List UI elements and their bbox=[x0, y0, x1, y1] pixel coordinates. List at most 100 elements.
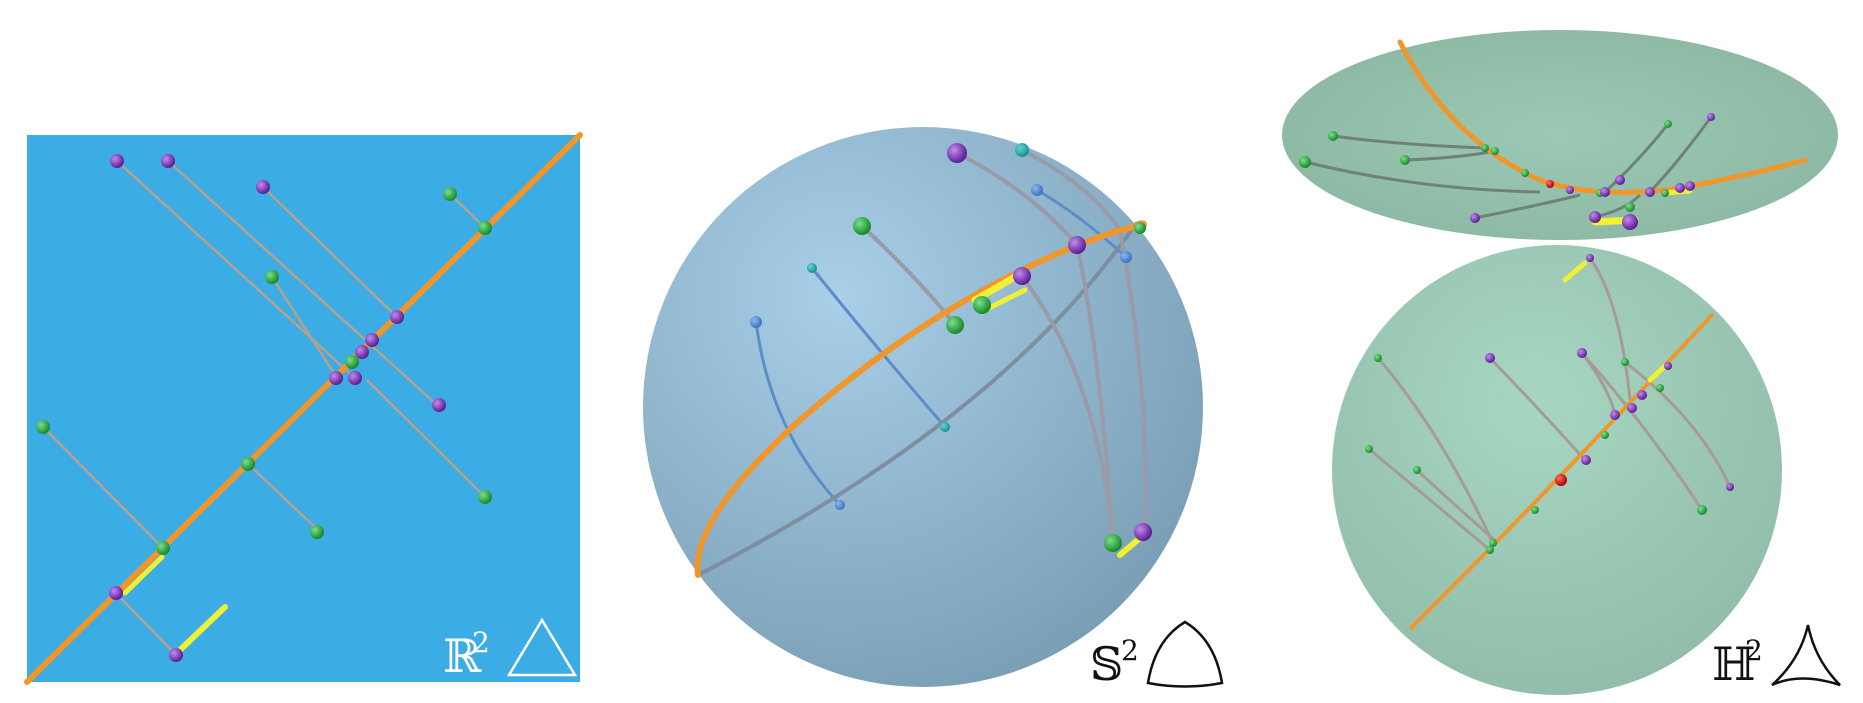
yellow-segment bbox=[1562, 260, 1588, 283]
green-point bbox=[241, 457, 255, 471]
purple-point bbox=[1577, 348, 1587, 358]
green-point bbox=[1489, 539, 1497, 547]
euclidean-panel: ℝ 2 bbox=[24, 132, 583, 685]
hyperbolic-label: ℍ 2 bbox=[1712, 624, 1841, 691]
spherical-symbol: 𝕊 bbox=[1090, 637, 1123, 691]
green-point bbox=[1621, 358, 1629, 366]
green-point bbox=[156, 541, 170, 555]
spherical-label: 𝕊 2 bbox=[1090, 620, 1224, 691]
connector-line bbox=[247, 463, 318, 530]
hyperbolic-disk-view: ℍ 2 bbox=[1332, 245, 1841, 695]
green-point bbox=[1104, 534, 1122, 552]
hyperbolic-surface-view bbox=[1282, 30, 1838, 240]
points bbox=[1299, 113, 1715, 230]
purple-point bbox=[110, 154, 124, 168]
purple-point bbox=[1627, 403, 1637, 413]
green-point bbox=[1531, 506, 1539, 514]
green-point bbox=[478, 490, 492, 504]
green-point bbox=[1521, 169, 1529, 177]
purple-point bbox=[1726, 483, 1734, 491]
connector-line bbox=[270, 276, 339, 379]
teal-point bbox=[807, 263, 817, 273]
purple-point bbox=[1707, 113, 1715, 121]
purple-point bbox=[1068, 236, 1086, 254]
euclidean-exponent: 2 bbox=[472, 626, 490, 659]
green-point bbox=[1400, 155, 1410, 165]
green-point bbox=[946, 316, 964, 334]
purple-point bbox=[1470, 213, 1480, 223]
purple-point bbox=[1637, 390, 1647, 400]
purple-point bbox=[1685, 181, 1695, 191]
blue-point bbox=[835, 500, 845, 510]
purple-point bbox=[348, 371, 362, 385]
purple-point bbox=[109, 586, 123, 600]
blue-point bbox=[750, 316, 762, 328]
purple-point bbox=[1134, 523, 1152, 541]
purple-point bbox=[1622, 214, 1638, 230]
purple-point bbox=[1589, 211, 1601, 223]
purple-point bbox=[1675, 183, 1685, 193]
purple-point bbox=[1645, 187, 1655, 197]
purple-point bbox=[161, 154, 175, 168]
green-point bbox=[1328, 131, 1338, 141]
green-point bbox=[1486, 546, 1494, 554]
blue-point bbox=[1031, 184, 1043, 196]
green-point bbox=[1491, 147, 1499, 155]
spherical-exponent: 2 bbox=[1121, 634, 1139, 667]
purple-point bbox=[365, 333, 379, 347]
purple-point bbox=[1581, 455, 1591, 465]
hyperbolic-symbol: ℍ bbox=[1712, 637, 1755, 691]
green-point bbox=[478, 221, 492, 235]
green-point bbox=[1481, 144, 1489, 152]
purple-point bbox=[256, 180, 270, 194]
connector-line bbox=[116, 160, 356, 379]
purple-point bbox=[1485, 353, 1495, 363]
triangle-icon bbox=[506, 617, 578, 677]
green-point bbox=[1374, 354, 1382, 362]
connector-line bbox=[42, 426, 164, 549]
green-point bbox=[1365, 445, 1373, 453]
purple-point bbox=[390, 310, 404, 324]
purple-point bbox=[355, 345, 369, 359]
green-point bbox=[1601, 431, 1609, 439]
blue-point bbox=[1120, 251, 1132, 263]
hyperbolic-triangle-icon bbox=[1771, 624, 1841, 687]
purple-point bbox=[1664, 362, 1672, 370]
green-point bbox=[443, 187, 457, 201]
green-point bbox=[1656, 384, 1664, 392]
green-point bbox=[36, 420, 50, 434]
green-point bbox=[265, 270, 279, 284]
connector-lines bbox=[42, 160, 486, 656]
purple-point bbox=[1600, 187, 1610, 197]
front-connector-lines bbox=[860, 148, 1148, 546]
yellow-segment bbox=[1647, 363, 1668, 383]
green-point bbox=[1134, 222, 1146, 234]
connector-line bbox=[449, 193, 486, 229]
spherical-panel: 𝕊 2 bbox=[643, 127, 1224, 691]
green-point bbox=[310, 525, 324, 539]
purple-point bbox=[1566, 186, 1574, 194]
purple-point bbox=[1586, 254, 1594, 262]
connector-lines bbox=[1368, 257, 1732, 552]
euclidean-symbol: ℝ bbox=[443, 629, 482, 683]
purple-point bbox=[432, 398, 446, 412]
connector-line bbox=[366, 379, 486, 498]
points bbox=[1365, 254, 1734, 554]
green-point bbox=[1413, 466, 1421, 474]
hyperbolic-surface bbox=[1282, 30, 1838, 240]
hyperbolic-exponent: 2 bbox=[1745, 634, 1763, 667]
green-point bbox=[345, 355, 359, 369]
green-point bbox=[973, 296, 991, 314]
sphere bbox=[643, 127, 1203, 687]
purple-point bbox=[1615, 175, 1625, 185]
connector-line bbox=[262, 186, 398, 318]
green-point bbox=[1664, 120, 1672, 128]
euclidean-label: ℝ 2 bbox=[443, 617, 578, 683]
purple-point bbox=[1013, 267, 1031, 285]
connector-line bbox=[167, 160, 438, 406]
connector-line bbox=[115, 592, 177, 656]
back-great-circle bbox=[697, 223, 1137, 577]
green-point bbox=[1697, 505, 1707, 515]
spherical-triangle-icon bbox=[1146, 620, 1224, 688]
